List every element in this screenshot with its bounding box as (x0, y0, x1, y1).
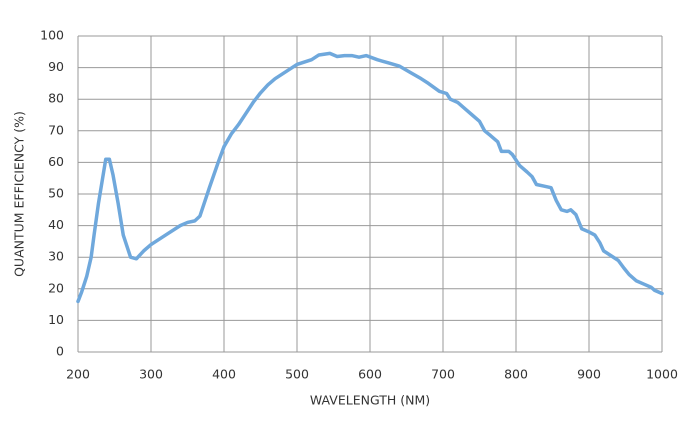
y-tick-label: 30 (48, 249, 64, 264)
x-tick-label: 600 (358, 367, 382, 382)
x-tick-label: 300 (139, 367, 163, 382)
y-tick-label: 80 (48, 91, 64, 106)
y-tick-label: 70 (48, 122, 64, 137)
y-tick-label: 0 (56, 344, 64, 359)
x-tick-label: 900 (577, 367, 601, 382)
x-tick-label: 200 (66, 367, 90, 382)
data-line (76, 51, 664, 304)
y-axis-title: QUANTUM EFFICIENCY (%) (12, 111, 27, 277)
x-axis-title: WAVELENGTH (NM) (310, 393, 430, 408)
y-tick-label: 40 (48, 217, 64, 232)
y-tick-label: 50 (48, 186, 64, 201)
x-tick-label: 800 (504, 367, 528, 382)
x-tick-label: 400 (212, 367, 236, 382)
x-tick-label: 500 (285, 367, 309, 382)
x-tick-label: 1000 (646, 367, 678, 382)
y-tick-label: 20 (48, 280, 64, 295)
y-tick-label: 100 (40, 28, 64, 43)
y-tick-label: 60 (48, 154, 64, 169)
y-tick-label: 10 (48, 312, 64, 327)
x-tick-label: 700 (431, 367, 455, 382)
y-tick-label: 90 (48, 59, 64, 74)
